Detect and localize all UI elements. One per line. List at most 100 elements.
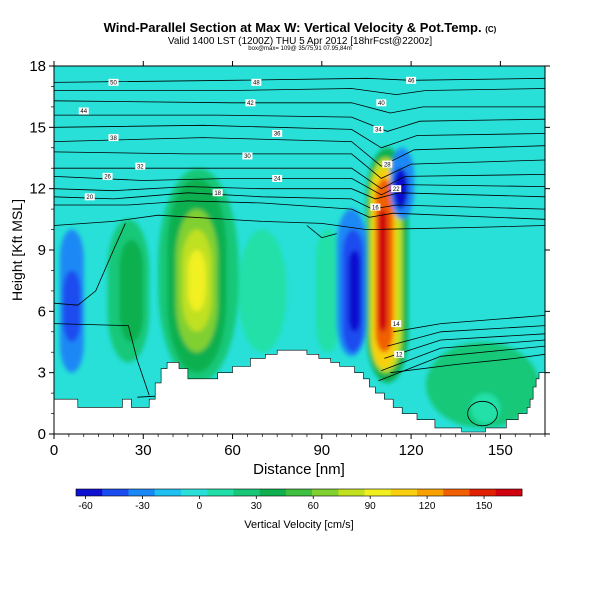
colorbar-tick-label: 150 [476, 501, 493, 512]
contour-label-bg [376, 99, 387, 107]
contour-label-text: 24 [274, 177, 281, 183]
y-tick-label: 3 [38, 365, 46, 382]
contour-label-bg [212, 189, 223, 197]
chart-title: Wind-Parallel Section at Max W: Vertical… [0, 20, 600, 35]
isentrope-21 [54, 323, 150, 396]
colorbar-tick-label: 30 [251, 501, 263, 512]
colorbar: -60 -30 0 30 60 90 120 150 [75, 488, 523, 512]
contour-label-text: 22 [393, 187, 400, 193]
colorbar-swatch [154, 489, 182, 496]
contour-label-bg [242, 152, 253, 160]
velocity-cell-1 [62, 270, 81, 342]
velocity-cell-23 [470, 393, 501, 424]
colorbar-swatch [128, 489, 156, 496]
colorbar-swatch [312, 489, 339, 496]
x-tick-label: 120 [399, 442, 424, 459]
contour-label-bg [135, 162, 146, 170]
contour-label-bg [108, 134, 119, 142]
y-tick-label: 12 [29, 181, 46, 198]
colorbar-tick-label: 120 [419, 501, 436, 512]
colorbar-frame [75, 488, 523, 497]
contour-label-text: 44 [80, 109, 87, 115]
colorbar-swatch [233, 489, 260, 496]
contour-label-8: 34 [373, 125, 384, 134]
contour-label-text: 38 [110, 136, 117, 142]
y-axis-label: Height [Kft MSL] [9, 199, 25, 301]
colorbar-swatch [390, 489, 418, 496]
contour-label-bg [406, 76, 417, 84]
velocity-cell-9 [238, 229, 287, 353]
contour-label-text: 16 [372, 205, 379, 211]
colorbar-tick-label: 60 [308, 501, 320, 512]
y-tick-label: 6 [38, 303, 46, 320]
contour-label-bg [391, 185, 402, 193]
isentrope-11 [54, 200, 545, 220]
isentrope-18 [381, 339, 545, 371]
isentrope-3 [54, 114, 545, 132]
contour-label-10: 30 [242, 152, 253, 160]
colorbar-swatch [180, 489, 208, 496]
isentrope-0 [54, 77, 545, 83]
contour-label-bg [272, 174, 283, 182]
plot-area: 50 48 46 44 42 40 38 36 34 32 30 28 26 24 22 20 18 16 14 12 [54, 66, 545, 434]
y-tick-label: 15 [29, 119, 46, 136]
contour-label-bg [394, 350, 405, 358]
isentrope-14 [306, 225, 337, 239]
contour-label-bg [382, 160, 393, 168]
isentrope-4 [54, 124, 545, 149]
colorbar-swatch [469, 489, 497, 496]
colorbar-swatch [259, 489, 287, 496]
contour-label-17: 16 [370, 203, 381, 211]
contour-label-text: 32 [137, 164, 144, 170]
colorbar-tick-label: -30 [135, 501, 150, 512]
terrain-mask [54, 349, 545, 434]
isentrope-6 [54, 151, 545, 179]
contour-label-text: 18 [214, 191, 221, 197]
isentrope-1 [54, 88, 545, 96]
colorbar-swatch [495, 489, 523, 496]
velocity-cell-18 [378, 209, 388, 332]
contour-label-5: 40 [376, 99, 387, 107]
y-tick-label: 18 [29, 58, 46, 75]
contour-label-16: 18 [212, 189, 223, 197]
contour-label-text: 50 [110, 81, 117, 87]
colorbar-swatch [364, 489, 392, 496]
contour-label-4: 42 [245, 99, 256, 107]
closed-contour-0 [467, 400, 498, 427]
colorbar-swatch [207, 489, 234, 496]
x-tick-label: 0 [50, 442, 58, 459]
x-tick-label: 150 [488, 442, 513, 459]
copyright-mark: (C) [485, 25, 497, 34]
contour-label-bg [251, 78, 262, 86]
velocity-cell-3 [119, 239, 144, 342]
isentrope-2 [54, 100, 545, 114]
contour-label-text: 34 [375, 128, 382, 134]
colorbar-swatch [417, 489, 444, 496]
contour-labels: 50 48 46 44 42 40 38 36 34 32 30 28 26 24 22 20 18 16 14 12 [78, 76, 417, 358]
chart-title-text: Wind-Parallel Section at Max W: Vertical… [103, 20, 482, 35]
isentrope-7 [54, 167, 545, 190]
contour-label-bg [84, 193, 95, 201]
colorbar-swatch [338, 489, 365, 496]
contour-label-18: 14 [391, 320, 402, 328]
contour-label-bg [245, 99, 256, 107]
contour-label-13: 24 [272, 174, 283, 183]
colorbar-tick-label: -60 [78, 501, 93, 512]
isentropes [54, 77, 545, 427]
x-tick-label: 30 [135, 442, 152, 459]
colorbar-tick-label: 90 [365, 501, 377, 512]
isentrope-19 [378, 345, 545, 382]
contour-label-0: 50 [108, 78, 119, 87]
contour-label-bg [78, 107, 89, 115]
isentrope-8 [54, 176, 545, 196]
contour-label-7: 36 [272, 129, 283, 138]
velocity-cell-8 [187, 250, 206, 312]
contour-label-bg [373, 125, 384, 133]
contour-label-text: 14 [393, 322, 400, 328]
isentrope-13 [54, 223, 126, 306]
contour-label-text: 48 [253, 81, 260, 87]
contour-label-1: 48 [251, 78, 262, 87]
contour-label-11: 28 [382, 160, 393, 168]
